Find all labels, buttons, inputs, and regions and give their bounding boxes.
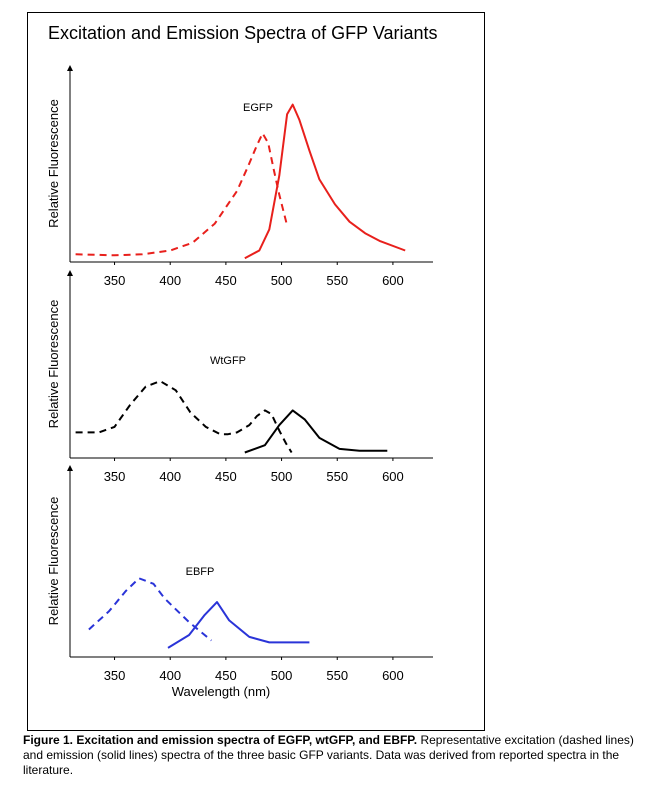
x-tick-label: 350 <box>104 469 126 484</box>
x-tick-label: 450 <box>215 469 237 484</box>
x-tick-label: 450 <box>215 668 237 683</box>
y-axis-arrow <box>67 270 73 276</box>
x-tick-label: 500 <box>271 668 293 683</box>
x-tick-label: 600 <box>382 273 404 288</box>
spectrum-line <box>75 380 293 454</box>
x-tick-label: 550 <box>326 668 348 683</box>
spectrum-line <box>88 577 213 642</box>
x-axis-label: Wavelength (nm) <box>172 684 271 699</box>
spectrum-line <box>244 409 388 454</box>
panel-label: WtGFP <box>210 355 246 367</box>
caption-text: Representative excitation (dashed lines)… <box>23 733 634 777</box>
x-tick-label: 550 <box>326 469 348 484</box>
y-axis-label: Relative Fluorescence <box>46 300 61 429</box>
x-tick-label: 500 <box>271 273 293 288</box>
spectrum-line <box>75 132 289 257</box>
x-tick-label: 350 <box>104 668 126 683</box>
x-tick-label: 400 <box>159 273 181 288</box>
figure-title: Excitation and Emission Spectra of GFP V… <box>48 23 438 43</box>
y-axis-label: Relative Fluorescence <box>46 497 61 626</box>
spectrum-line <box>167 601 310 649</box>
y-axis-label: Relative Fluorescence <box>46 99 61 228</box>
x-tick-label: 400 <box>159 668 181 683</box>
y-axis-arrow <box>67 465 73 471</box>
x-tick-label: 550 <box>326 273 348 288</box>
spectrum-line <box>244 103 406 260</box>
caption-bold: Figure 1. Excitation and emission spectr… <box>23 733 418 747</box>
caption: Figure 1. Excitation and emission spectr… <box>23 733 641 778</box>
frame <box>27 12 485 731</box>
x-tick-label: 450 <box>215 273 237 288</box>
x-tick-label: 500 <box>271 469 293 484</box>
y-axis-arrow <box>67 65 73 71</box>
x-tick-label: 600 <box>382 469 404 484</box>
x-tick-label: 400 <box>159 469 181 484</box>
panel-label: EBFP <box>186 566 215 578</box>
panel-label: EGFP <box>243 102 273 114</box>
x-tick-label: 600 <box>382 668 404 683</box>
x-tick-label: 350 <box>104 273 126 288</box>
